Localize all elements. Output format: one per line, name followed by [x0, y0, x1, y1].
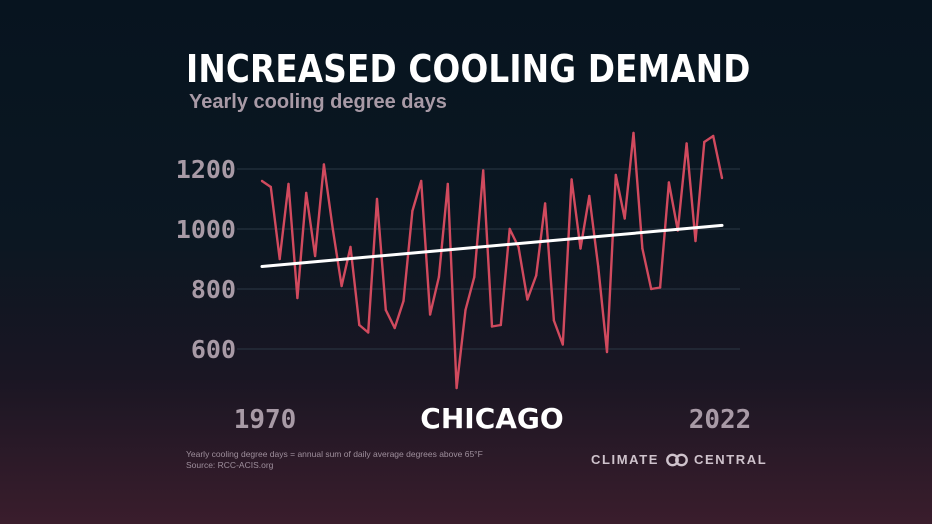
data-point-1977 [322, 163, 326, 166]
data-point-1990 [437, 275, 441, 279]
data-point-2018 [685, 142, 688, 145]
y-tick-label-1200: 1200 [176, 155, 236, 184]
data-point-2007 [588, 194, 591, 198]
data-point-1984 [384, 308, 387, 312]
data-point-1998 [508, 227, 511, 231]
y-tick-label-1000: 1000 [176, 215, 236, 244]
data-point-2010 [614, 173, 617, 177]
data-point-1971 [269, 185, 272, 189]
data-point-1991 [446, 182, 449, 186]
data-point-1988 [420, 179, 423, 183]
trend-line [260, 223, 724, 268]
data-point-2009 [605, 350, 609, 354]
data-point-1982 [367, 331, 370, 334]
chart-title: INCREASED COOLING DEMAND [186, 47, 751, 91]
data-point-1973 [287, 182, 290, 186]
data-point-1989 [428, 313, 432, 316]
footnote-definition: Yearly cooling degree days = annual sum … [186, 449, 483, 459]
logo-text-right: CENTRAL [694, 452, 768, 467]
data-point-1985 [393, 326, 396, 330]
y-axis-ticks: 600 800 1000 1200 [176, 155, 236, 364]
data-point-2011 [623, 217, 626, 220]
y-tick-label-600: 600 [191, 335, 236, 364]
x-end-label: 2022 [689, 405, 752, 435]
data-point-2005 [570, 178, 573, 181]
data-point-1979 [340, 284, 343, 288]
chart-subtitle: Yearly cooling degree days [189, 91, 447, 113]
location-label: CHICAGO [420, 402, 563, 435]
climate-central-logo: CLIMATE CENTRAL [591, 452, 767, 467]
data-point-1993 [464, 308, 467, 312]
data-point-2006 [579, 247, 582, 250]
data-point-1976 [313, 254, 317, 258]
logo-text-left: CLIMATE [591, 452, 660, 467]
data-point-1972 [278, 257, 281, 261]
data-point-1994 [473, 275, 476, 279]
data-point-2012 [632, 131, 635, 135]
trend-layer [260, 223, 724, 268]
data-point-2000 [526, 298, 529, 301]
footnote-source: Source: RCC-ACIS.org [186, 460, 274, 470]
data-point-2016 [667, 181, 671, 184]
data-point-1992 [455, 386, 458, 390]
x-axis-labels: 1970 CHICAGO 2022 [234, 402, 752, 435]
data-point-1975 [305, 191, 308, 195]
data-point-1996 [490, 325, 494, 328]
footnote: Yearly cooling degree days = annual sum … [186, 449, 483, 471]
data-point-2013 [641, 247, 644, 250]
data-point-2019 [694, 239, 697, 243]
data-point-1983 [375, 197, 379, 201]
data-point-1995 [482, 169, 485, 172]
series-layer [260, 131, 724, 390]
data-point-2002 [543, 202, 547, 205]
data-point-2001 [535, 274, 538, 277]
data-point-1974 [296, 296, 299, 300]
data-point-2015 [658, 286, 662, 289]
data-point-1978 [331, 227, 334, 231]
linked-rings-icon [666, 453, 688, 466]
data-point-1997 [499, 323, 502, 327]
data-point-1999 [517, 245, 520, 249]
data-point-2004 [561, 343, 564, 346]
data-point-2003 [552, 319, 556, 322]
data-point-2020 [703, 140, 706, 144]
data-point-1970 [260, 179, 264, 183]
data-point-2022 [720, 176, 724, 180]
data-point-1980 [349, 245, 352, 249]
data-point-2021 [712, 134, 715, 138]
x-start-label: 1970 [234, 405, 297, 435]
data-point-2008 [597, 265, 600, 268]
data-point-2014 [650, 287, 653, 291]
data-point-1987 [411, 209, 414, 213]
y-tick-label-800: 800 [191, 275, 236, 304]
data-point-1981 [358, 323, 361, 327]
data-point-1986 [402, 299, 405, 303]
